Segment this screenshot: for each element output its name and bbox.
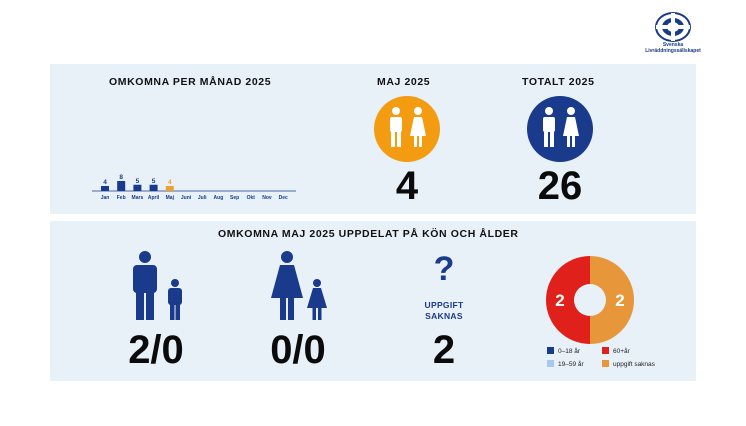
sls-logo: Svenska Livräddningssällskapet — [645, 12, 701, 60]
woman-and-girl-icon — [271, 251, 327, 320]
donut-segment-1 — [590, 256, 634, 344]
month-tick-label: Aug — [214, 195, 224, 201]
legend-item: uppgift saknas — [602, 360, 655, 368]
bar-value-label: 4 — [103, 179, 107, 186]
donut-value-label: 2 — [555, 291, 564, 310]
month-tick-label: Feb — [117, 195, 126, 201]
bar-value-label: 5 — [136, 178, 140, 185]
breakdown-panel — [50, 221, 696, 381]
man-and-boy-icon — [133, 251, 182, 320]
bar-mars — [133, 184, 142, 191]
bar-jan — [101, 186, 109, 191]
man-woman-icon — [543, 107, 579, 147]
unknown-label: UPPGIFT SAKNAS — [404, 300, 484, 322]
month-tick-label: Juni — [181, 195, 192, 201]
man-woman-icon — [390, 107, 426, 147]
month-tick-label: Jan — [101, 195, 110, 201]
may-circle — [374, 96, 440, 162]
monthly-bar-chart: 4 Jan 8 Feb 5 Mars 5 April 4 Maj Juni Juli Aug Sep Okt… — [92, 174, 296, 201]
total-count: 26 — [537, 164, 583, 208]
legend-item: 0–18 år — [547, 347, 580, 355]
bar-feb — [117, 181, 126, 191]
bar-april — [149, 184, 158, 191]
donut-value-label: 2 — [615, 291, 624, 310]
legend-swatch — [547, 360, 554, 367]
bar-maj — [165, 186, 174, 191]
donut-segment-0 — [546, 256, 590, 344]
month-tick-label: Okt — [247, 195, 256, 201]
total-circle — [527, 96, 593, 162]
legend-swatch — [602, 360, 609, 367]
month-tick-label: Maj — [166, 195, 175, 201]
month-tick-label: Juli — [198, 195, 207, 201]
bar-value-label: 8 — [119, 174, 123, 181]
total-title: TOTALT 2025 — [522, 76, 595, 88]
month-tick-label: April — [148, 195, 160, 201]
month-tick-label: Dec — [279, 195, 288, 201]
legend-swatch — [547, 347, 554, 354]
month-tick-label: Nov — [262, 195, 272, 201]
lifebuoy-icon — [655, 12, 691, 42]
bar-value-label: 5 — [152, 178, 156, 185]
unknown-count: 2 — [432, 328, 456, 372]
org-name: Svenska Livräddningssällskapet — [645, 42, 701, 54]
legend-item: 19–59 år — [547, 360, 584, 368]
may-count: 4 — [395, 164, 419, 208]
question-mark-icon: ? — [433, 250, 455, 288]
breakdown-title: OMKOMNA MAJ 2025 UPPDELAT PÅ KÖN OCH ÅLD… — [218, 228, 519, 240]
legend-swatch — [602, 347, 609, 354]
men-count: 2/0 — [128, 328, 184, 372]
per-month-title: OMKOMNA PER MÅNAD 2025 — [109, 76, 272, 88]
unknown-label-line2: SAKNAS — [425, 311, 463, 321]
women-count: 0/0 — [270, 328, 326, 372]
unknown-label-line1: UPPGIFT — [424, 300, 464, 310]
may-title: MAJ 2025 — [377, 76, 431, 88]
month-tick-label: Sep — [230, 195, 239, 201]
month-tick-label: Mars — [132, 195, 144, 201]
bar-value-label: 4 — [168, 179, 172, 186]
legend-item: 60+år — [602, 347, 630, 355]
